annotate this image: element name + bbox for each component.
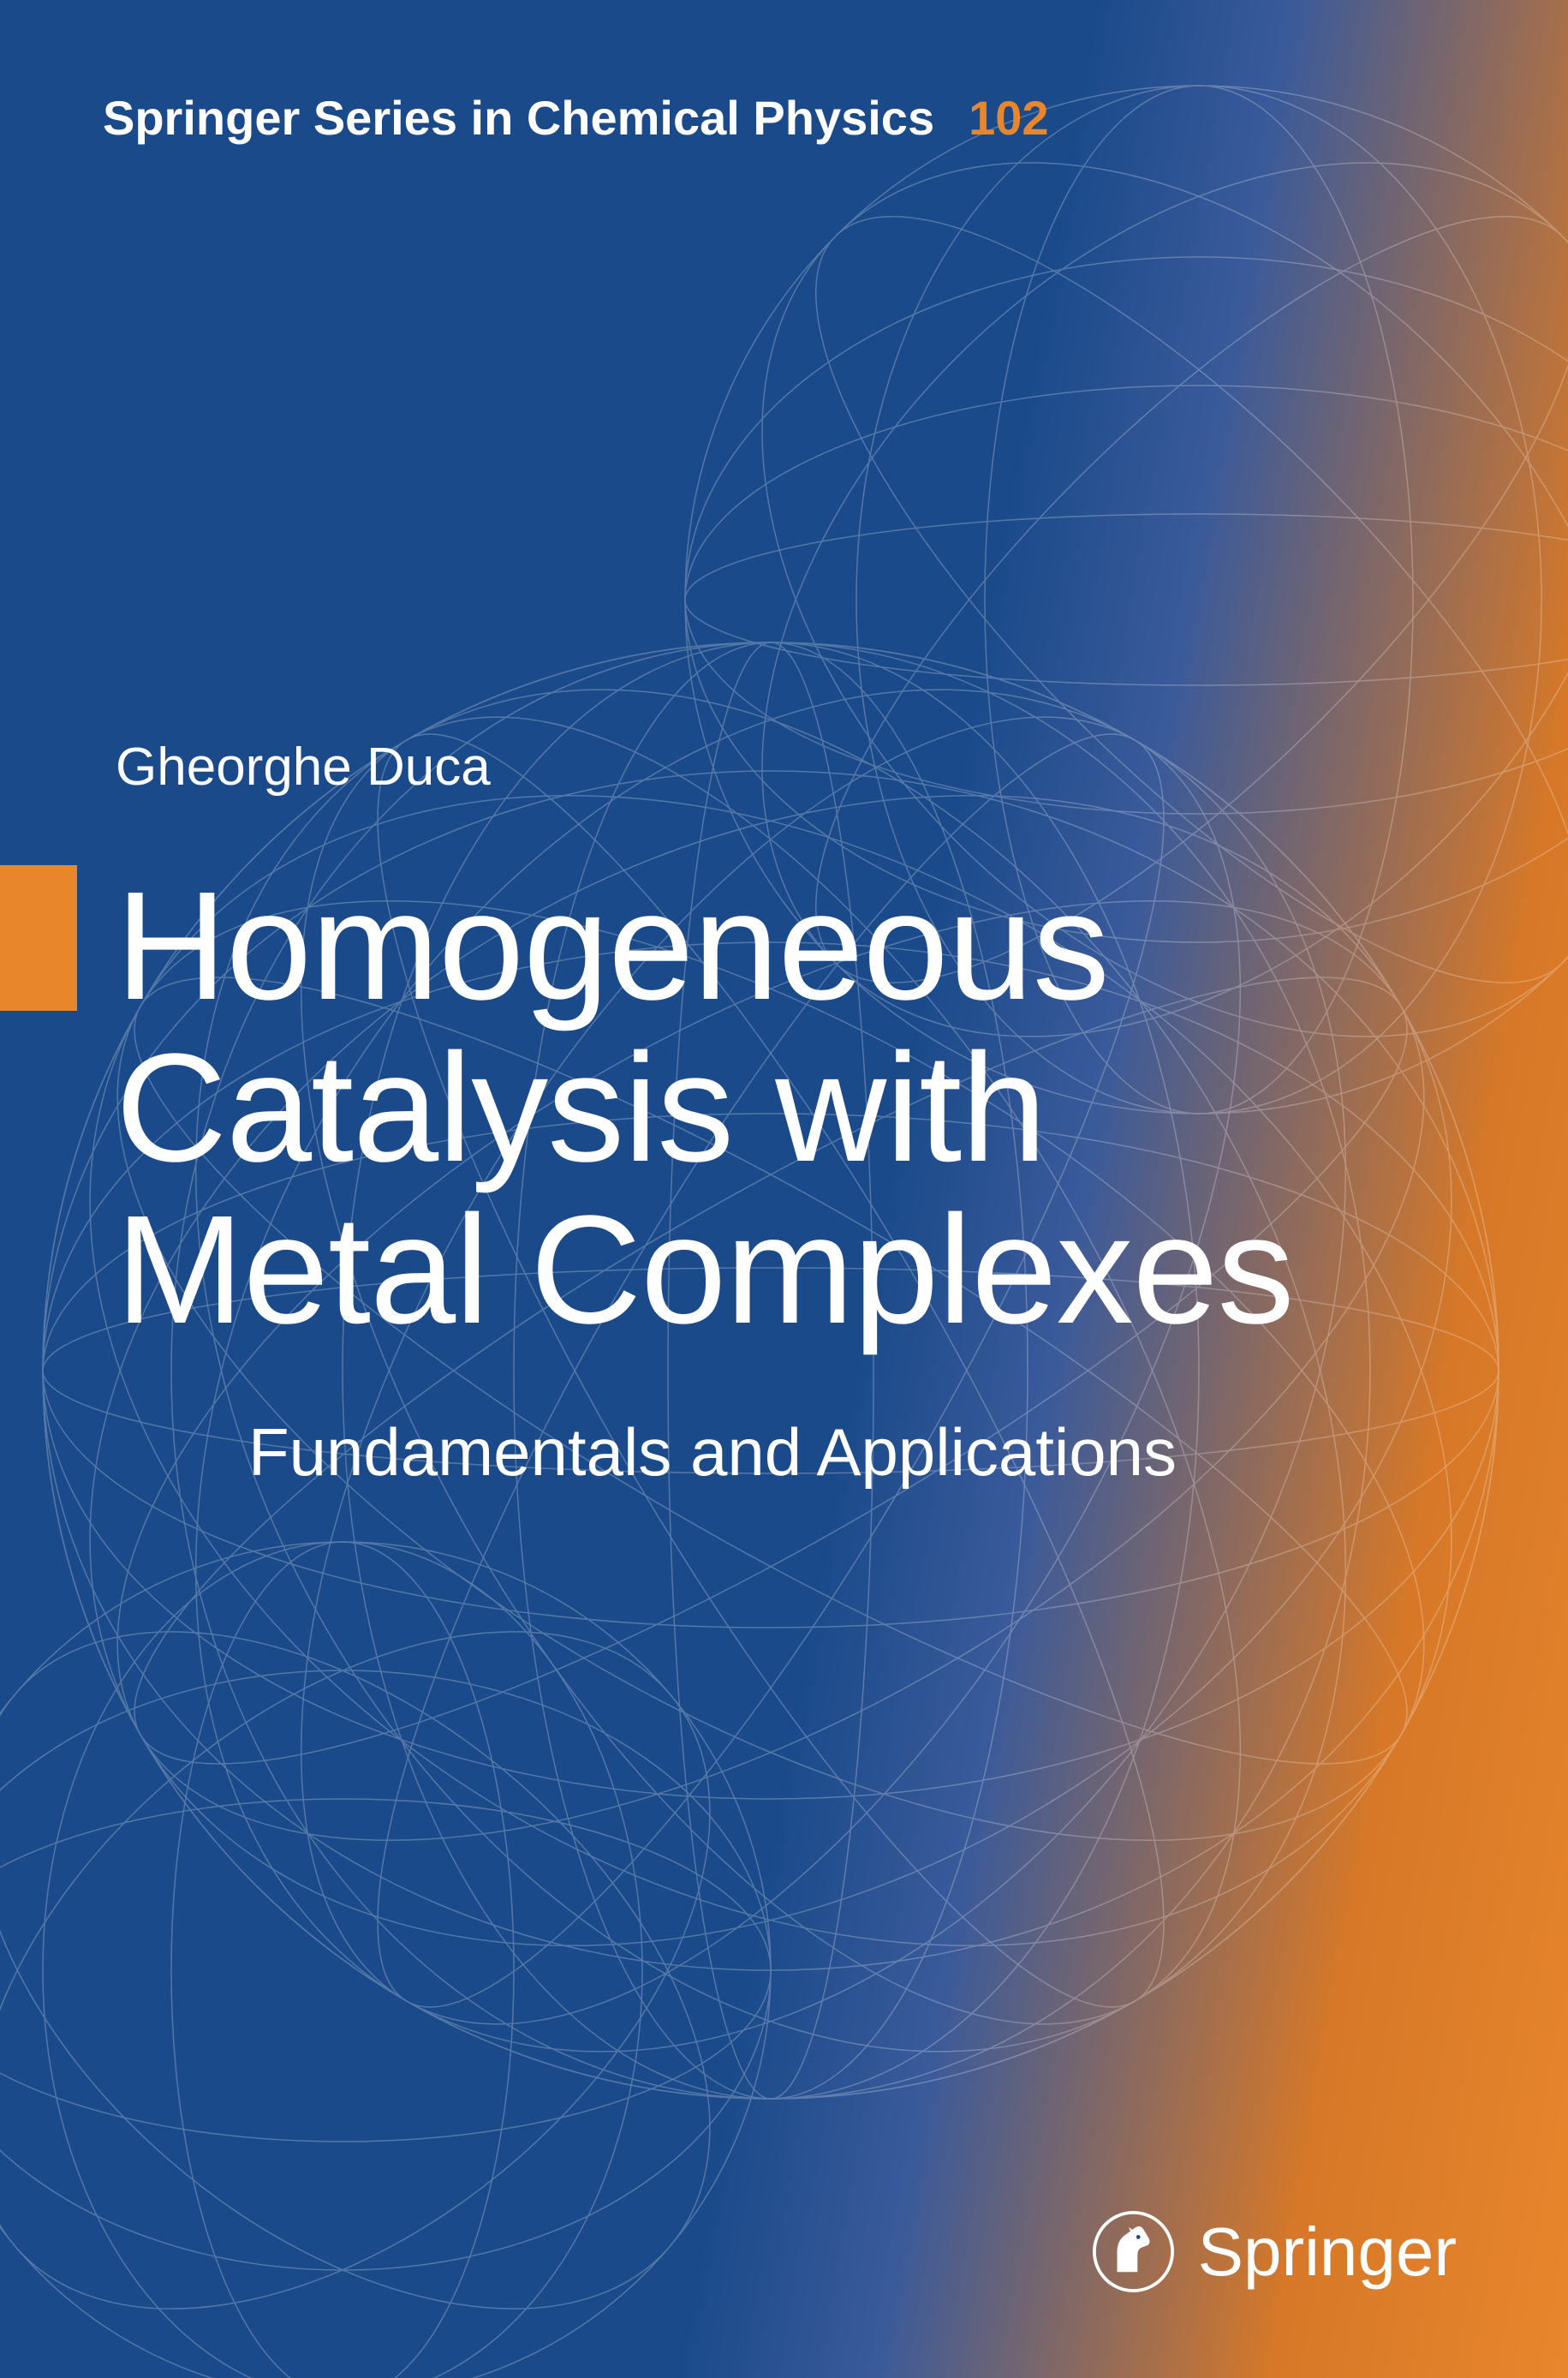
accent-tab: [0, 865, 77, 1011]
publisher-name: Springer: [1198, 2213, 1457, 2291]
title-line-3: Metal Complexes: [116, 1189, 1465, 1351]
title-line-1: Homogeneous: [116, 865, 1465, 1027]
series-name: Springer Series in Chemical Physics: [103, 90, 934, 146]
book-cover: Springer Series in Chemical Physics 102 …: [0, 0, 1568, 2378]
title-line-2: Catalysis with: [116, 1027, 1465, 1189]
series-number: 102: [969, 90, 1048, 146]
subtitle: Fundamentals and Applications: [248, 1413, 1177, 1491]
publisher-block: Springer: [1093, 2211, 1457, 2292]
series-header: Springer Series in Chemical Physics 102: [103, 90, 1049, 146]
author-name: Gheorghe Duca: [116, 737, 491, 798]
title-block: Homogeneous Catalysis with Metal Complex…: [116, 865, 1465, 1351]
springer-horse-icon: [1093, 2211, 1174, 2292]
